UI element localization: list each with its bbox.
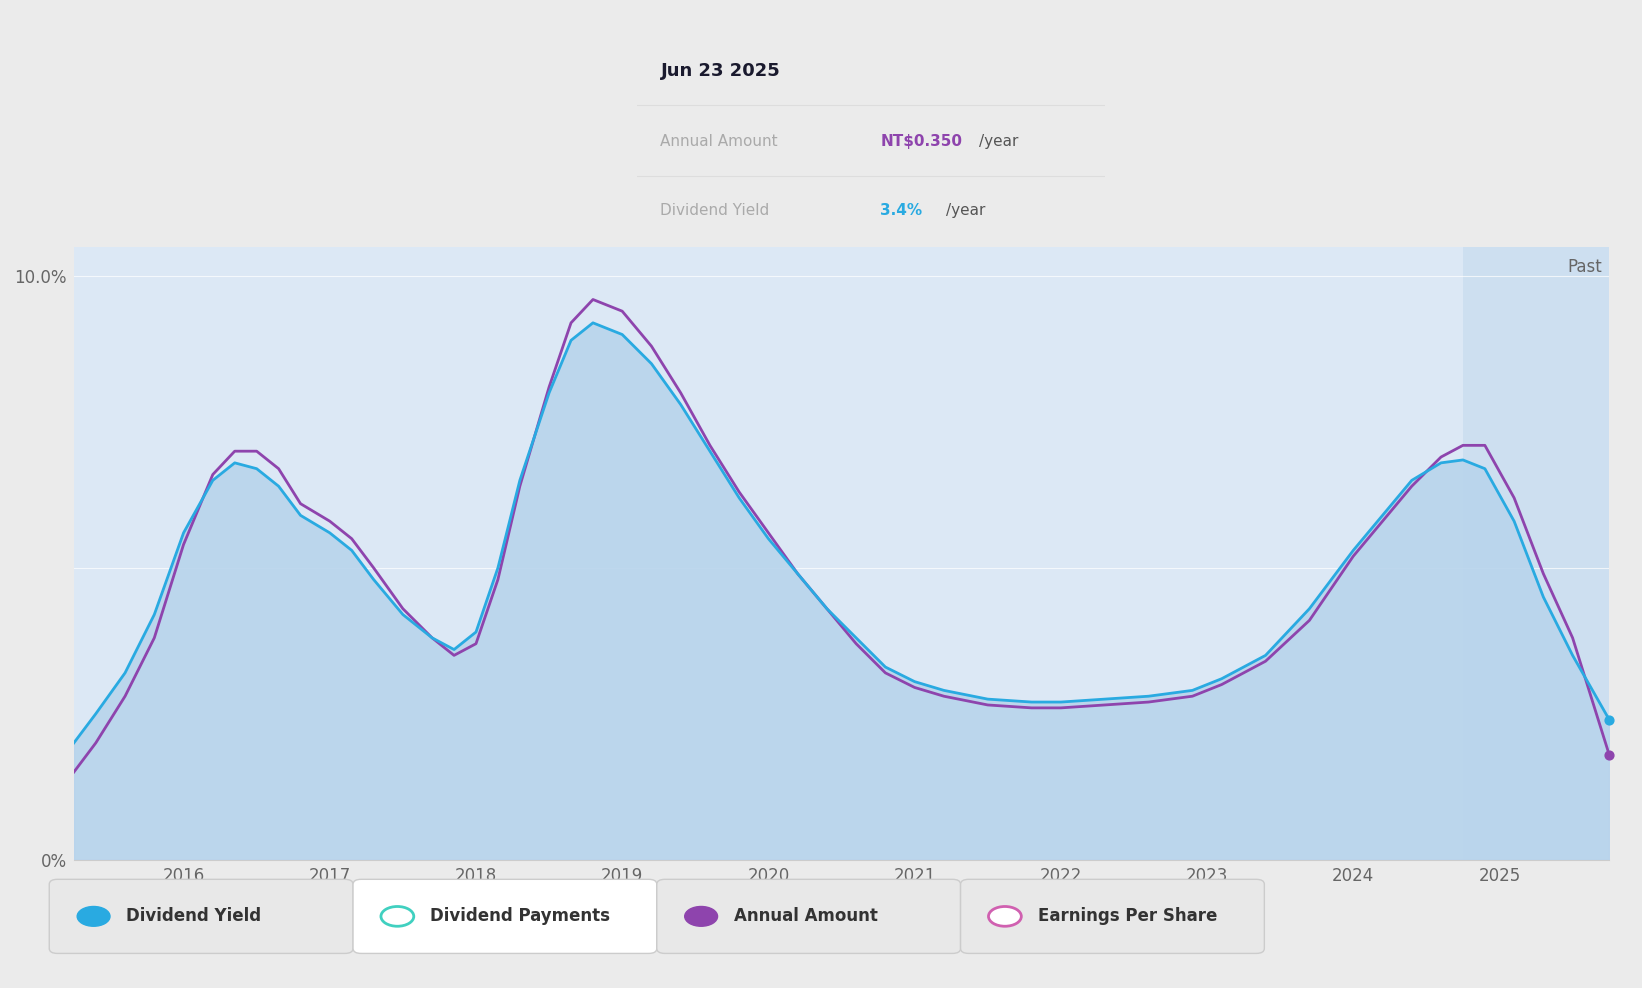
Text: Past: Past (1566, 258, 1603, 276)
Text: Earnings Per Share: Earnings Per Share (1038, 907, 1217, 926)
Text: /year: /year (946, 204, 985, 218)
Text: Dividend Payments: Dividend Payments (430, 907, 611, 926)
Text: Dividend Yield: Dividend Yield (126, 907, 261, 926)
Text: /year: /year (979, 134, 1018, 149)
Text: Annual Amount: Annual Amount (734, 907, 878, 926)
Point (1596, 747, 1622, 763)
Text: Annual Amount: Annual Amount (660, 134, 778, 149)
Text: NT$0.350: NT$0.350 (880, 134, 962, 149)
Bar (1463, 247, 1642, 860)
Point (1596, 711, 1622, 727)
Text: Dividend Yield: Dividend Yield (660, 204, 770, 218)
Text: Jun 23 2025: Jun 23 2025 (660, 62, 780, 80)
Text: 3.4%: 3.4% (880, 204, 923, 218)
